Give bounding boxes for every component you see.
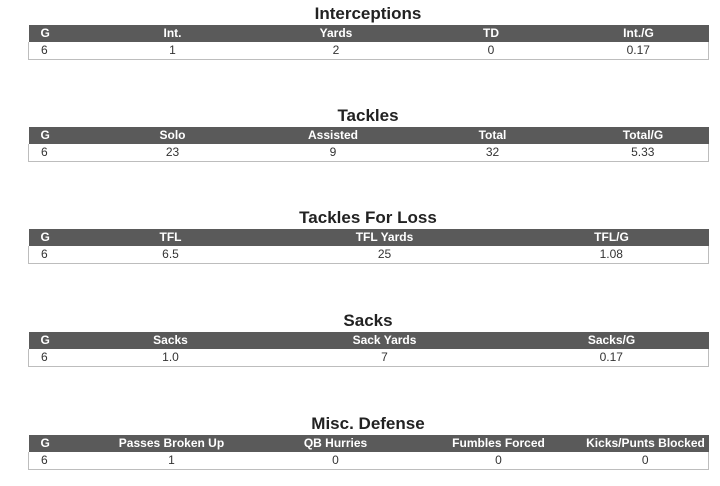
- sacks-table: G Sacks Sack Yards Sacks/G 6 1.0 7 0.17: [28, 332, 709, 367]
- section-title: Interceptions: [314, 4, 422, 23]
- section-title: Tackles For Loss: [299, 208, 437, 227]
- column-header: TFL Yards: [355, 230, 414, 244]
- column-header: G: [40, 333, 50, 347]
- table-header-row: G Sacks Sack Yards Sacks/G: [28, 332, 709, 349]
- table-row: 6 23 9 32 5.33: [28, 144, 709, 162]
- table-row: 6 6.5 25 1.08: [28, 246, 709, 264]
- table-row: 6 1 2 0 0.17: [28, 42, 709, 60]
- table-cell: 6: [28, 144, 87, 162]
- table-cell: 1: [86, 42, 259, 60]
- column-header: Yards: [319, 26, 353, 40]
- column-header: Solo: [159, 128, 186, 142]
- table-cell: 6: [28, 452, 87, 470]
- column-header: Fumbles Forced: [452, 436, 545, 450]
- table-cell: 6: [28, 349, 87, 367]
- column-header: Int.: [163, 26, 182, 40]
- column-header: Assisted: [307, 128, 359, 142]
- sacks-section: Sacks G Sacks Sack Yards Sacks/G 6 1.0 7…: [28, 310, 709, 367]
- column-header: G: [40, 436, 50, 450]
- section-title: Misc. Defense: [311, 414, 425, 433]
- table-header-row: G Passes Broken Up QB Hurries Fumbles Fo…: [28, 435, 709, 452]
- table-cell: 6.5: [86, 246, 255, 264]
- table-row: 6 1.0 7 0.17: [28, 349, 709, 367]
- table-cell: 0.17: [568, 42, 709, 60]
- tackles-table: G Solo Assisted Total Total/G 6 23 9 32 …: [28, 127, 709, 162]
- interceptions-table: G Int. Yards TD Int./G 6 1 2 0 0.17: [28, 25, 709, 60]
- column-header: Total/G: [622, 128, 664, 142]
- column-header: Kicks/Punts Blocked: [586, 436, 705, 450]
- table-cell: 1.0: [86, 349, 255, 367]
- tackles-for-loss-table: G TFL TFL Yards TFL/G 6 6.5 25 1.08: [28, 229, 709, 264]
- column-header: Int./G: [623, 26, 654, 40]
- table-cell: 32: [407, 144, 578, 162]
- column-header: G: [40, 26, 50, 40]
- table-row: 6 1 0 0 0: [28, 452, 709, 470]
- misc-defense-section: Misc. Defense G Passes Broken Up QB Hurr…: [28, 413, 709, 470]
- table-header-row: G TFL TFL Yards TFL/G: [28, 229, 709, 246]
- tackles-section: Tackles G Solo Assisted Total Total/G 6 …: [28, 105, 709, 162]
- column-header: Sacks/G: [587, 333, 636, 347]
- column-header: QB Hurries: [303, 436, 368, 450]
- column-header: G: [40, 128, 50, 142]
- table-cell: 6: [28, 246, 87, 264]
- table-cell: 25: [254, 246, 515, 264]
- column-header: TFL/G: [594, 230, 629, 244]
- table-cell: 0: [256, 452, 415, 470]
- section-title: Sacks: [343, 311, 393, 330]
- section-title: Tackles: [337, 106, 399, 125]
- table-cell: 0: [413, 42, 569, 60]
- table-cell: 7: [254, 349, 515, 367]
- column-header: Sacks: [153, 333, 188, 347]
- table-cell: 1.08: [514, 246, 709, 264]
- table-cell: 9: [258, 144, 408, 162]
- column-header: Passes Broken Up: [118, 436, 225, 450]
- column-header: G: [40, 230, 50, 244]
- table-cell: 5.33: [577, 144, 709, 162]
- column-header: TD: [483, 26, 499, 40]
- table-cell: 6: [28, 42, 87, 60]
- table-cell: 1: [86, 452, 257, 470]
- column-header: Sack Yards: [352, 333, 417, 347]
- table-cell: 0: [582, 452, 709, 470]
- table-header-row: G Int. Yards TD Int./G: [28, 25, 709, 42]
- column-header: Total: [478, 128, 507, 142]
- table-cell: 0.17: [514, 349, 709, 367]
- column-header: TFL: [159, 230, 182, 244]
- table-cell: 0: [414, 452, 583, 470]
- tackles-for-loss-section: Tackles For Loss G TFL TFL Yards TFL/G 6…: [28, 207, 709, 264]
- misc-defense-table: G Passes Broken Up QB Hurries Fumbles Fo…: [28, 435, 709, 470]
- table-cell: 2: [258, 42, 414, 60]
- table-cell: 23: [86, 144, 259, 162]
- interceptions-section: Interceptions G Int. Yards TD Int./G 6 1…: [28, 3, 709, 60]
- table-header-row: G Solo Assisted Total Total/G: [28, 127, 709, 144]
